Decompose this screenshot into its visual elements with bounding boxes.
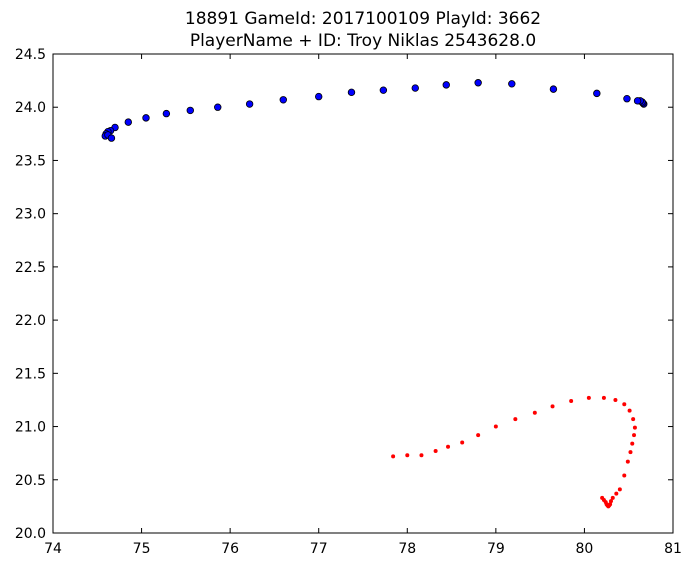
data-point: [600, 495, 605, 500]
data-point: [622, 473, 627, 478]
data-point: [630, 441, 635, 446]
data-point: [632, 425, 637, 430]
x-tick-label: 75: [133, 541, 151, 557]
data-point: [124, 118, 132, 126]
chart-title-line1: 18891 GameId: 2017100109 PlayId: 3662: [185, 9, 541, 29]
data-point: [186, 106, 194, 115]
x-tick-label: 77: [310, 541, 328, 557]
data-point: [623, 95, 631, 103]
data-point: [433, 449, 438, 454]
data-point: [419, 453, 424, 458]
data-point: [493, 424, 498, 429]
data-point: [593, 89, 601, 98]
x-tick-label: 80: [576, 541, 594, 557]
data-point: [508, 80, 516, 88]
data-point: [586, 395, 591, 400]
y-tick-label: 22.5: [15, 260, 46, 276]
y-tick-label: 23.0: [15, 207, 46, 223]
data-point: [622, 402, 627, 407]
data-point: [628, 450, 633, 455]
data-point: [550, 404, 555, 409]
y-tick-label: 24.5: [15, 47, 46, 63]
data-point: [631, 417, 636, 422]
data-point: [625, 459, 630, 464]
data-point: [627, 408, 632, 413]
y-tick-label: 21.0: [15, 420, 46, 436]
plot-frame: [52, 53, 674, 534]
data-point: [474, 79, 482, 87]
data-point: [549, 85, 558, 93]
data-point: [633, 97, 642, 105]
data-point: [460, 440, 465, 445]
series-0: [101, 79, 648, 142]
data-point: [214, 103, 222, 111]
data-point: [617, 487, 622, 492]
y-tick-label: 22.0: [15, 313, 46, 329]
chart-title-line2: PlayerName + ID: Troy Niklas 2543628.0: [190, 31, 536, 51]
series-1: [391, 395, 637, 509]
data-point: [446, 444, 451, 449]
data-point: [379, 86, 388, 94]
y-tick-label: 24.0: [15, 100, 46, 116]
y-tick-label: 21.5: [15, 366, 46, 382]
plot-area: [53, 54, 673, 533]
data-point: [347, 88, 356, 97]
data-point: [142, 114, 150, 122]
data-point: [632, 433, 637, 438]
data-point: [601, 395, 606, 400]
data-point: [405, 453, 410, 458]
data-point: [391, 454, 396, 459]
x-tick-label: 79: [487, 541, 505, 557]
data-point: [614, 491, 619, 496]
x-tick-label: 81: [664, 541, 682, 557]
data-point: [476, 433, 481, 438]
y-tick-label: 20.0: [15, 526, 46, 542]
data-point: [245, 100, 254, 108]
data-point: [569, 399, 574, 404]
data-point: [162, 109, 171, 118]
data-point: [442, 81, 450, 89]
data-point: [532, 410, 537, 415]
data-point: [107, 134, 116, 142]
x-tick-label: 78: [398, 541, 416, 557]
data-point: [610, 495, 615, 500]
data-point: [513, 417, 518, 422]
data-point: [315, 92, 323, 101]
x-tick-label: 76: [221, 541, 239, 557]
y-tick-label: 20.5: [15, 473, 46, 489]
data-point: [613, 397, 618, 402]
x-tick-label: 74: [44, 541, 62, 557]
data-points: [101, 79, 648, 509]
data-point: [609, 499, 613, 504]
data-point: [411, 84, 419, 92]
axis-ticks: 74 75 76 77 78 79 80 81 20.0 20.5 21.0 21.5 22.0 22.5…: [15, 47, 682, 557]
y-tick-label: 23.5: [15, 153, 46, 169]
data-point: [279, 96, 287, 104]
